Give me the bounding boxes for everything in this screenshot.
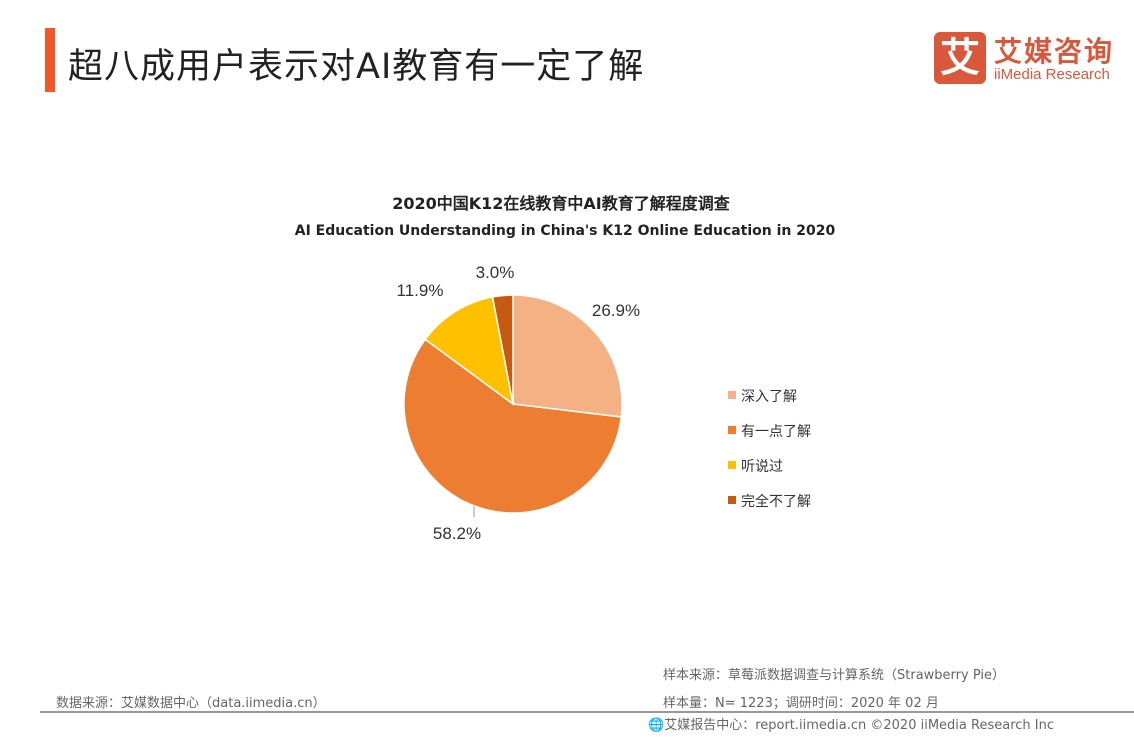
pie-slice-2: [424, 296, 515, 406]
report-center-text: 艾媒报告中心：report.iimedia.cn ©2020 iiMedia R…: [664, 718, 1054, 733]
pie-slice-3: [491, 294, 514, 405]
legend-label-2: 听说过: [741, 459, 783, 475]
data-label-2: 11.9%: [397, 281, 444, 300]
legend-label-3: 完全不了解: [741, 493, 811, 510]
data-source: 数据来源：艾媒数据中心（data.iimedia.cn）: [56, 696, 326, 711]
logo-en: iiMedia Research: [994, 66, 1110, 83]
footer-divider: [40, 711, 1134, 713]
page-title: 超八成用户表示对AI教育有一定了解: [68, 47, 645, 87]
chart-title: 2020中国K12在线教育中AI教育了解程度调查: [392, 194, 730, 213]
data-label-1: 58.2%: [433, 524, 481, 543]
title-accent-bar: [45, 28, 55, 92]
logo-cn: 艾媒咨询: [994, 35, 1115, 68]
sample-size: 样本量：N= 1223；调研时间：2020 年 02 月: [663, 696, 939, 711]
data-label-0: 26.9%: [592, 301, 640, 320]
pie-slice-0: [512, 294, 623, 418]
legend-swatch-1: [728, 426, 736, 434]
globe-icon: 🌐: [648, 718, 665, 733]
data-label-3: 3.0%: [476, 263, 515, 282]
chart-subtitle: AI Education Understanding in China's K1…: [294, 223, 836, 239]
legend-swatch-2: [728, 461, 736, 469]
report-center: 🌐艾媒报告中心：report.iimedia.cn ©2020 iiMedia …: [648, 714, 1054, 733]
legend-label-1: 有一点了解: [741, 424, 811, 440]
pie-slice-1: [403, 338, 623, 514]
logo-mark: 艾: [934, 32, 986, 84]
legend-label-0: 深入了解: [741, 389, 797, 405]
sample-source: 样本来源：草莓派数据调查与计算系统（Strawberry Pie）: [663, 668, 1005, 683]
legend-swatch-0: [728, 391, 736, 399]
legend-swatch-3: [728, 496, 736, 504]
iimedia-logo: 艾 艾媒咨询 iiMedia Research: [934, 32, 1114, 87]
